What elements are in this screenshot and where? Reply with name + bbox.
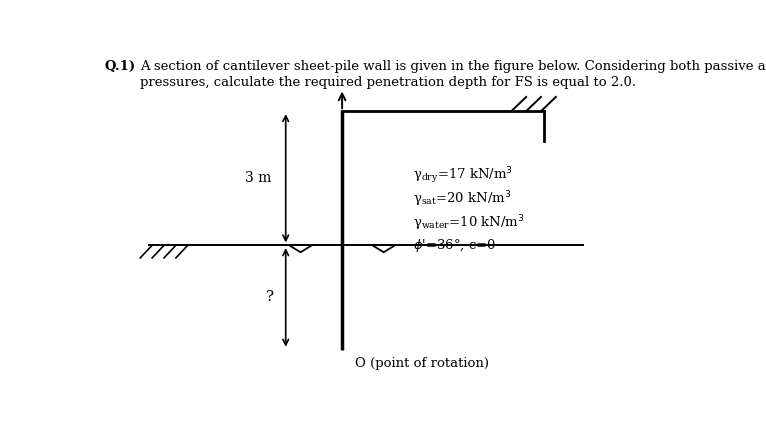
Text: Q.1): Q.1)	[105, 60, 136, 73]
Text: $\mathregular{\gamma_{sat}}$=20 kN/m$^3$: $\mathregular{\gamma_{sat}}$=20 kN/m$^3$	[414, 190, 512, 209]
Text: ?: ?	[266, 290, 274, 304]
Text: $\mathregular{\gamma_{water}}$=10 kN/m$^3$: $\mathregular{\gamma_{water}}$=10 kN/m$^…	[414, 214, 525, 233]
Text: pressures, calculate the required penetration depth for FS is equal to 2.0.: pressures, calculate the required penetr…	[140, 77, 637, 89]
Text: 3 m: 3 m	[244, 171, 271, 185]
Text: $\mathregular{\gamma_{dry}}$=17 kN/m$^3$: $\mathregular{\gamma_{dry}}$=17 kN/m$^3$	[414, 166, 513, 187]
Text: A section of cantilever sheet-pile wall is given in the figure below. Considerin: A section of cantilever sheet-pile wall …	[140, 60, 766, 73]
Text: O (point of rotation): O (point of rotation)	[355, 357, 489, 370]
Text: $\phi$'=36°, c=0: $\phi$'=36°, c=0	[414, 237, 497, 255]
